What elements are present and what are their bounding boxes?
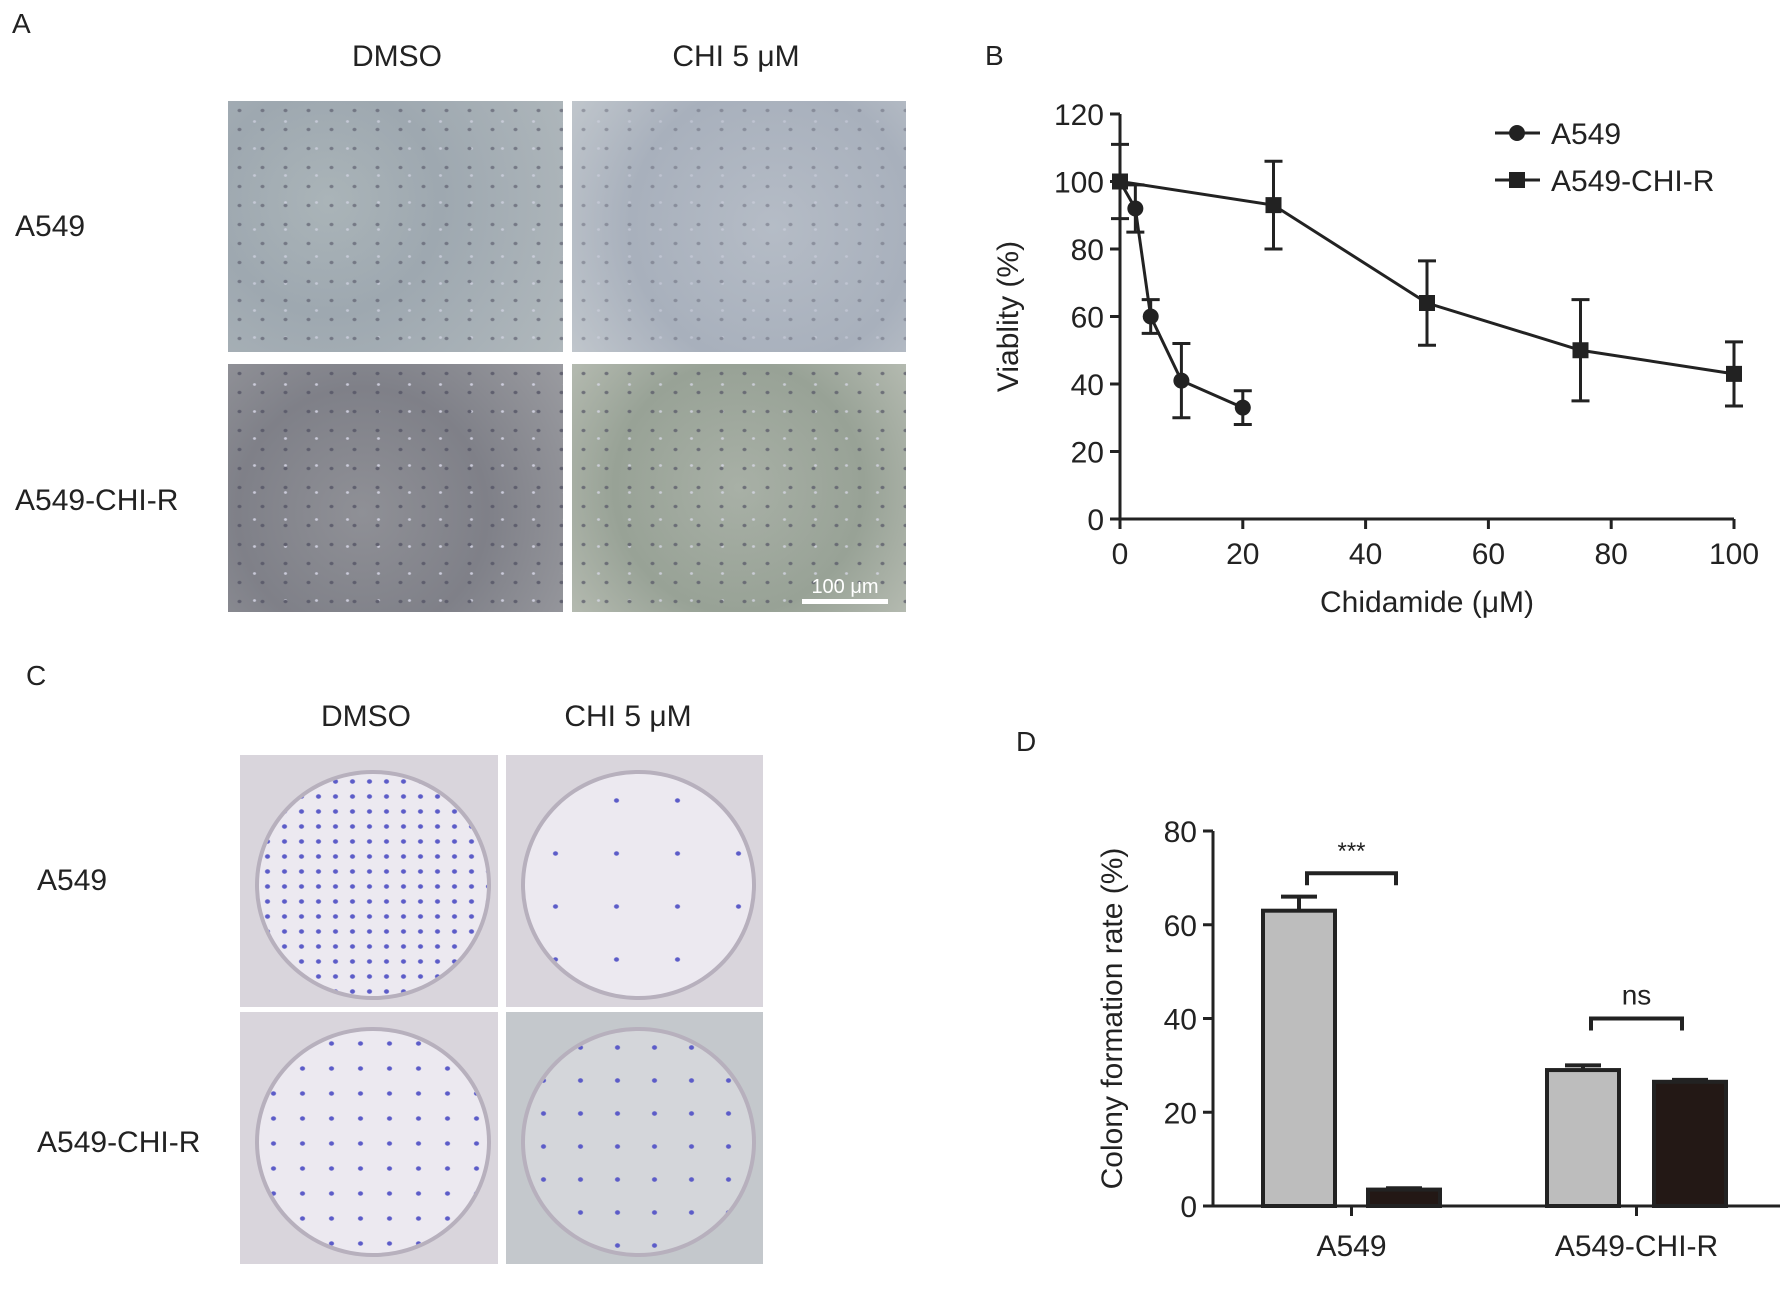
panel-label-c: C: [26, 660, 47, 691]
data-point-A549: [1173, 372, 1190, 389]
y-tick-label: 20: [1071, 437, 1104, 470]
significance-label: ***: [1337, 838, 1365, 865]
bar-A549: [1366, 1187, 1442, 1208]
x-tick-label: 20: [1226, 538, 1259, 571]
col-label-dmso: DMSO: [352, 40, 442, 73]
d-y-tick-label: 60: [1164, 910, 1197, 943]
y-tick-label: 0: [1087, 504, 1104, 537]
c-col-label-dmso: DMSO: [321, 700, 411, 733]
bar-A549-CHI-R: [1545, 1068, 1621, 1208]
c-row-label-a549: A549: [37, 864, 108, 897]
y-axis-label: Viablity (%): [992, 241, 1025, 392]
significance-bracket: [1589, 1016, 1684, 1031]
x-tick-label: 60: [1472, 538, 1505, 571]
data-point-A549-CHI-R: [1419, 295, 1435, 311]
d-x-tick-label: A549: [1316, 1230, 1386, 1263]
legend-label: A549: [1551, 118, 1621, 151]
data-point-A549: [1234, 399, 1251, 416]
dish-a549-chi-r-chi: [506, 1012, 763, 1264]
data-point-A549: [1142, 308, 1159, 325]
bar-A549: [1261, 908, 1337, 1208]
x-tick-label: 40: [1349, 538, 1382, 571]
bar-A549-CHI-R: [1652, 1079, 1728, 1208]
legend-label: A549-CHI-R: [1551, 165, 1714, 198]
data-point-A549-CHI-R: [1726, 365, 1742, 382]
y-tick-label: 40: [1071, 369, 1104, 402]
x-axis-label: Chidamide (μM): [1320, 586, 1534, 619]
data-point-A549-CHI-R: [1265, 197, 1282, 214]
x-tick-label: 0: [1112, 538, 1129, 571]
d-y-tick-label: 0: [1180, 1191, 1197, 1224]
significance-label: ns: [1622, 980, 1652, 1011]
panel-label-a: A: [12, 8, 31, 39]
y-tick-label: 100: [1054, 167, 1104, 200]
scale-bar: 100 μm: [802, 576, 888, 604]
d-x-tick-label: A549-CHI-R: [1555, 1230, 1718, 1263]
dish-a549-chi: [506, 755, 763, 1007]
micrograph-a549-chi-r-chi: 100 μm: [572, 364, 906, 612]
dish-a549-dmso: [240, 755, 498, 1007]
d-y-axis-label: Colony formation rate (%): [1096, 848, 1129, 1190]
data-point-A549: [1127, 200, 1144, 217]
data-point-A549-CHI-R: [1572, 342, 1589, 359]
c-col-label-chi: CHI 5 μM: [564, 700, 692, 733]
y-tick-label: 120: [1054, 99, 1104, 132]
d-y-tick-label: 40: [1164, 1004, 1197, 1037]
row-label-a549: A549: [15, 210, 86, 243]
row-label-a549-chi-r: A549-CHI-R: [15, 484, 179, 517]
data-point-A549-CHI-R: [1112, 173, 1128, 190]
legend-marker: [1509, 172, 1525, 188]
y-tick-label: 80: [1071, 234, 1104, 267]
y-tick-label: 60: [1071, 302, 1104, 335]
significance-bracket: [1305, 871, 1398, 886]
micrograph-a549-chi: [572, 101, 906, 352]
panel-label-d: D: [1016, 726, 1037, 757]
micrograph-a549-chi-r-dmso: [228, 364, 563, 612]
d-y-tick-label: 20: [1164, 1097, 1197, 1130]
legend-marker: [1509, 125, 1525, 141]
c-row-label-a549-chi-r: A549-CHI-R: [37, 1126, 201, 1159]
x-tick-label: 100: [1709, 538, 1759, 571]
panel-label-b: B: [985, 40, 1004, 71]
d-y-tick-label: 80: [1164, 816, 1197, 849]
col-label-chi: CHI 5 μM: [672, 40, 800, 73]
x-tick-label: 80: [1595, 538, 1628, 571]
micrograph-a549-dmso: [228, 101, 563, 352]
scale-bar-label: 100 μm: [811, 576, 879, 598]
dish-a549-chi-r-dmso: [240, 1012, 498, 1264]
